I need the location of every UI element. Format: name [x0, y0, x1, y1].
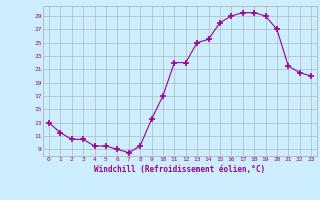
X-axis label: Windchill (Refroidissement éolien,°C): Windchill (Refroidissement éolien,°C) — [94, 165, 266, 174]
